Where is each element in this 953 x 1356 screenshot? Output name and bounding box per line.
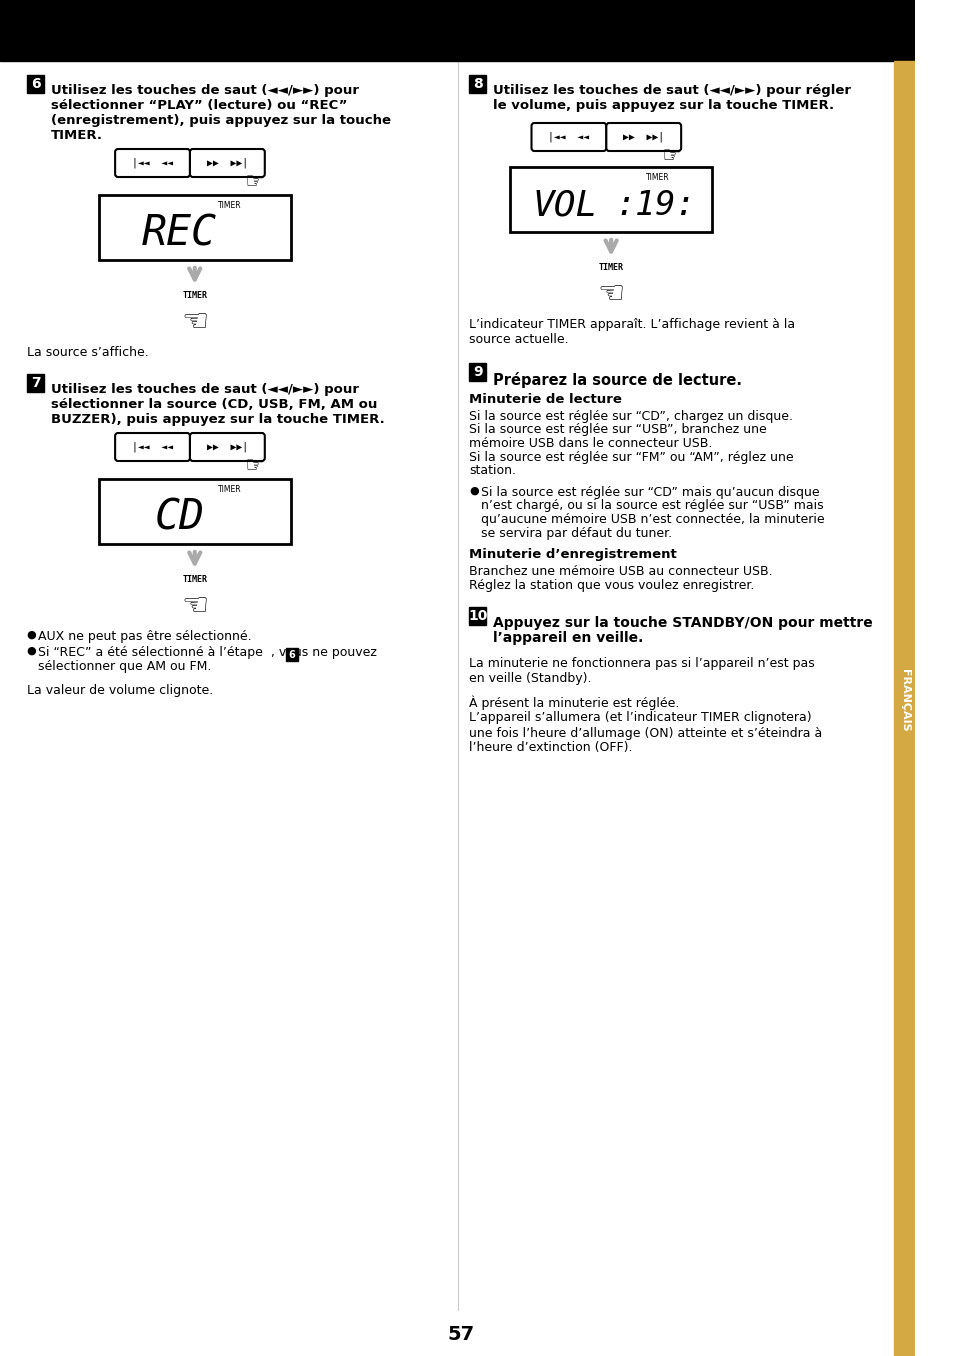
Text: 9: 9 [473,365,482,378]
Text: 7: 7 [30,376,40,391]
Text: FRANÇAIS: FRANÇAIS [899,669,909,731]
Text: AUX ne peut pas être sélectionné.: AUX ne peut pas être sélectionné. [38,631,252,643]
Text: Si la source est réglée sur “USB”, branchez une: Si la source est réglée sur “USB”, branc… [469,423,766,437]
Bar [286,648,298,660]
Text: |◄◄  ◄◄: |◄◄ ◄◄ [132,157,172,168]
Text: TIMER: TIMER [598,263,623,273]
Text: l’appareil en veille.: l’appareil en veille. [493,631,643,645]
Text: Si la source est réglée sur “CD”, chargez un disque.: Si la source est réglée sur “CD”, charge… [469,410,792,423]
Text: ☞: ☞ [244,172,264,193]
FancyBboxPatch shape [190,433,265,461]
Text: TIMER: TIMER [217,201,241,209]
Text: 6: 6 [30,77,40,91]
Text: ☞: ☞ [244,456,264,476]
Text: Minuterie d’enregistrement: Minuterie d’enregistrement [469,548,677,561]
Text: Appuyez sur la touche STANDBY/ON pour mettre: Appuyez sur la touche STANDBY/ON pour me… [493,616,872,631]
Text: :19:: :19: [615,188,695,222]
Text: TIMER: TIMER [217,484,241,494]
Text: 6: 6 [289,650,295,659]
Text: |◄◄  ◄◄: |◄◄ ◄◄ [132,442,172,453]
FancyBboxPatch shape [115,149,190,178]
Text: L’indicateur TIMER apparaît. L’affichage revient à la
source actuelle.: L’indicateur TIMER apparaît. L’affichage… [469,319,795,346]
Text: ▶▶  ▶▶|: ▶▶ ▶▶| [207,442,248,453]
Bar [510,167,711,232]
Text: n’est chargé, ou si la source est réglée sur “USB” mais: n’est chargé, ou si la source est réglée… [480,499,822,513]
Text: VOL: VOL [532,188,597,222]
Text: 57: 57 [446,1326,474,1345]
Text: Utilisez les touches de saut (◄◄/►►) pour: Utilisez les touches de saut (◄◄/►►) pou… [51,84,358,98]
Text: le volume, puis appuyez sur la touche TIMER.: le volume, puis appuyez sur la touche TI… [493,99,833,113]
Text: CD: CD [154,496,204,538]
FancyBboxPatch shape [606,123,680,151]
Text: (enregistrement), puis appuyez sur la touche: (enregistrement), puis appuyez sur la to… [51,114,391,127]
FancyBboxPatch shape [531,123,606,151]
Text: mémoire USB dans le connecteur USB.: mémoire USB dans le connecteur USB. [469,437,712,450]
Text: ☜: ☜ [181,308,208,338]
Text: se servira par défaut du tuner.: se servira par défaut du tuner. [480,526,671,540]
Bar [27,374,44,392]
Text: TIMER: TIMER [645,172,669,182]
Text: La source s’affiche.: La source s’affiche. [27,346,149,359]
Text: 10: 10 [468,609,487,622]
Bar [27,75,44,94]
Text: BUZZER), puis appuyez sur la touche TIMER.: BUZZER), puis appuyez sur la touche TIME… [51,414,384,426]
Text: Si “REC” a été sélectionné à l’étape  , vous ne pouvez: Si “REC” a été sélectionné à l’étape , v… [38,645,376,659]
Text: ●: ● [469,485,478,496]
Bar [0,0,914,61]
Text: station.: station. [469,464,516,477]
Text: À présent la minuterie est réglée.
L’appareil s’allumera (et l’indicateur TIMER : À présent la minuterie est réglée. L’app… [469,696,821,754]
Text: Branchez une mémoire USB au connecteur USB.: Branchez une mémoire USB au connecteur U… [469,565,772,578]
Text: |◄◄  ◄◄: |◄◄ ◄◄ [548,132,589,142]
Bar [99,479,291,544]
Bar [469,363,486,381]
Text: Si la source est réglée sur “FM” ou “AM”, réglez une: Si la source est réglée sur “FM” ou “AM”… [469,450,793,464]
Text: sélectionner la source (CD, USB, FM, AM ou: sélectionner la source (CD, USB, FM, AM … [51,399,376,411]
Text: Réglez la station que vous voulez enregistrer.: Réglez la station que vous voulez enregi… [469,579,754,591]
Text: sélectionner “PLAY” (lecture) ou “REC”: sélectionner “PLAY” (lecture) ou “REC” [51,99,347,113]
Text: qu’aucune mémoire USB n’est connectée, la minuterie: qu’aucune mémoire USB n’est connectée, l… [480,513,823,526]
Text: ☜: ☜ [181,593,208,621]
FancyBboxPatch shape [190,149,265,178]
Text: Si la source est réglée sur “CD” mais qu’aucun disque: Si la source est réglée sur “CD” mais qu… [480,485,819,499]
Bar [99,195,291,260]
Bar [893,61,914,1356]
Bar [469,607,486,625]
Text: 8: 8 [473,77,482,91]
Text: TIMER.: TIMER. [51,129,103,142]
Text: Minuterie de lecture: Minuterie de lecture [469,393,621,405]
Text: Utilisez les touches de saut (◄◄/►►) pour régler: Utilisez les touches de saut (◄◄/►►) pou… [493,84,850,98]
Text: ▶▶  ▶▶|: ▶▶ ▶▶| [207,157,248,168]
Text: Utilisez les touches de saut (◄◄/►►) pour: Utilisez les touches de saut (◄◄/►►) pou… [51,382,358,396]
Text: TIMER: TIMER [182,575,207,584]
Text: Préparez la source de lecture.: Préparez la source de lecture. [493,372,741,388]
Text: ☜: ☜ [597,279,624,309]
Text: TIMER: TIMER [182,292,207,300]
FancyBboxPatch shape [115,433,190,461]
Text: ☞: ☞ [659,146,679,165]
Text: La valeur de volume clignote.: La valeur de volume clignote. [27,683,213,697]
Text: ●: ● [27,645,36,656]
Text: sélectionner que AM ou FM.: sélectionner que AM ou FM. [38,660,212,673]
Text: REC: REC [142,213,216,255]
Text: La minuterie ne fonctionnera pas si l’appareil n’est pas
en veille (Standby).: La minuterie ne fonctionnera pas si l’ap… [469,658,814,685]
Bar [469,75,486,94]
Text: ●: ● [27,631,36,640]
Text: ▶▶  ▶▶|: ▶▶ ▶▶| [622,132,663,142]
